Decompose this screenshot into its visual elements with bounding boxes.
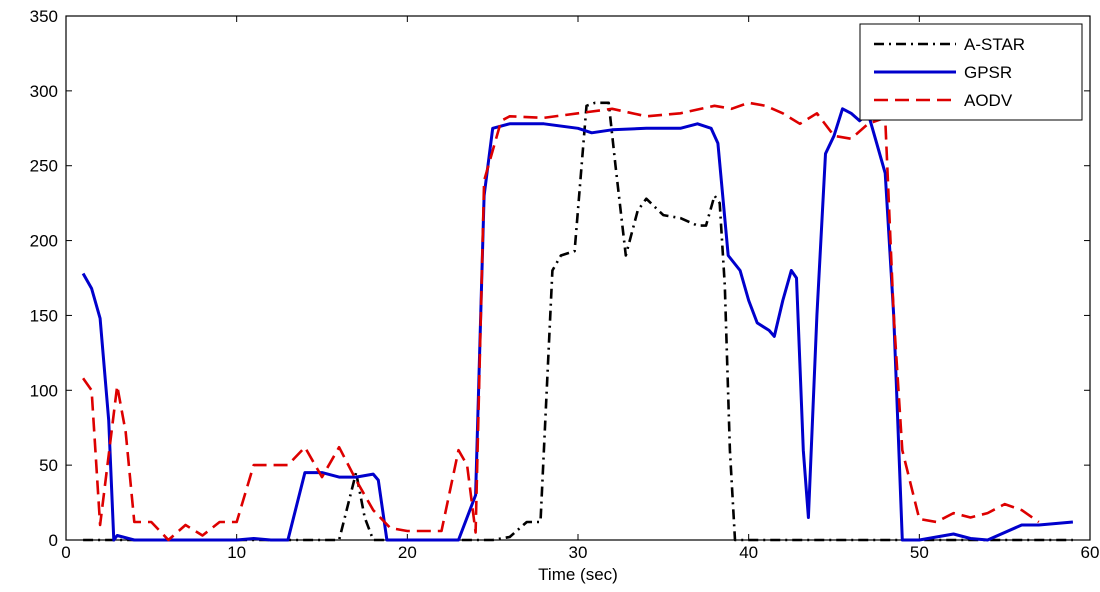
y-tick-label: 250 — [30, 157, 58, 176]
series-line-a-star — [83, 101, 1073, 542]
x-tick-label: 50 — [910, 543, 929, 562]
y-tick-label: 300 — [30, 82, 58, 101]
x-tick-label: 20 — [398, 543, 417, 562]
y-tick-label: 200 — [30, 232, 58, 251]
axis-ticks: 0 10 20 30 40 50 60 0 50 100 150 200 250 300 350 — [30, 7, 1100, 562]
legend-label-aodv: AODV — [964, 91, 1013, 110]
x-tick-label: 40 — [739, 543, 758, 562]
x-axis-label: Time (sec) — [538, 565, 618, 584]
legend-label-gpsr: GPSR — [964, 63, 1012, 82]
legend-label-a-star: A-STAR — [964, 35, 1025, 54]
y-tick-label: 50 — [39, 456, 58, 475]
y-tick-label: 100 — [30, 381, 58, 400]
legend: A-STAR GPSR AODV — [859, 23, 1083, 121]
x-tick-label: 0 — [61, 543, 70, 562]
series-layer — [81, 101, 1074, 542]
y-tick-label: 0 — [49, 531, 58, 550]
x-tick-label: 30 — [569, 543, 588, 562]
x-tick-label: 10 — [227, 543, 246, 562]
series-line-aodv — [82, 101, 1040, 542]
x-tick-label: 60 — [1081, 543, 1100, 562]
y-tick-label: 150 — [30, 306, 58, 325]
y-tick-label: 350 — [30, 7, 58, 26]
